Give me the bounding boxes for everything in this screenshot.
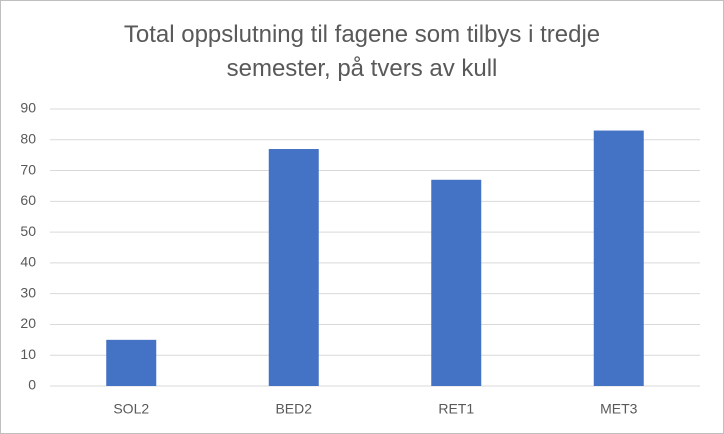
x-tick-label: MET3 [600,401,638,417]
chart-title: Total oppslutning til fagene som tilbys … [123,21,601,82]
y-tick-label: 70 [20,161,36,177]
y-tick-label: 90 [20,100,36,116]
y-tick-label: 40 [20,254,36,270]
bar [268,149,319,386]
y-tick-label: 60 [20,192,36,208]
bar [593,130,644,386]
y-tick-label: 10 [20,346,36,362]
y-tick-label: 80 [20,130,36,146]
y-tick-label: 30 [20,284,36,300]
y-tick-label: 20 [20,315,36,331]
y-tick-label: 0 [28,377,36,393]
x-tick-label: BED2 [275,401,312,417]
x-tick-label: SOL2 [113,401,149,417]
bar [431,179,482,386]
bar [106,339,157,386]
x-tick-label: RET1 [438,401,474,417]
y-tick-label: 50 [20,223,36,239]
